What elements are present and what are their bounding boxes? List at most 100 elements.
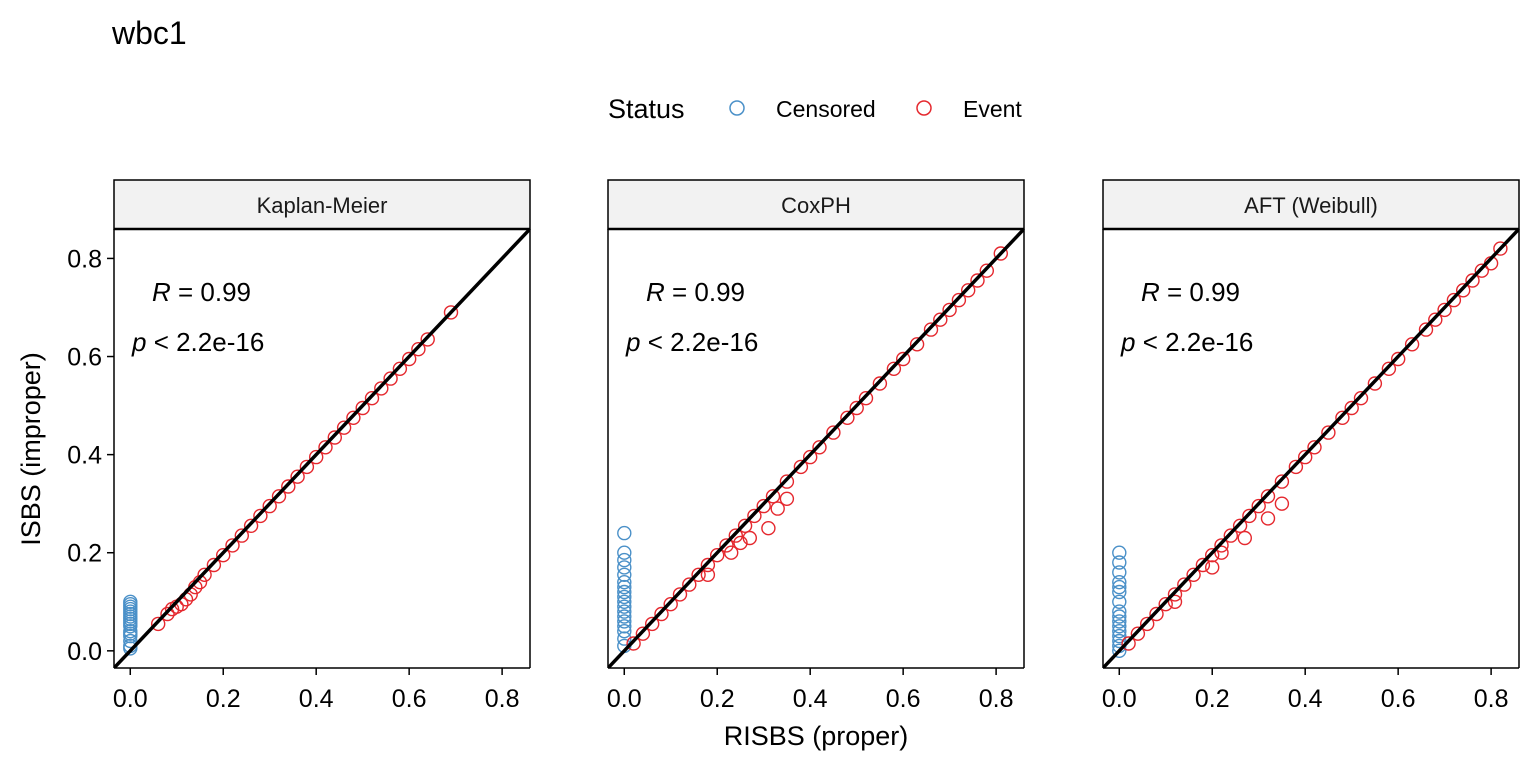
p-value-label: p < 2.2e-16 [131,327,264,357]
point-event [719,538,734,553]
point-event [840,410,855,425]
point-event [1260,489,1276,504]
r-value: = 0.99 [1160,277,1240,307]
correlation-label: R = 0.99 [1141,277,1240,307]
point-event [756,498,771,514]
legend-title: Status [608,94,685,124]
point-event [724,545,739,560]
point-event [1242,508,1257,524]
point-event [346,410,361,425]
point-censored [617,631,632,646]
r-symbol: R [646,277,665,307]
point-event [1367,376,1383,391]
x-tick-label: 0.4 [793,685,828,713]
point-censored [617,560,632,575]
point-event [1307,440,1322,455]
point-censored [1112,579,1127,595]
point-event [654,606,669,622]
point-event [923,322,939,337]
point-event [793,459,809,475]
point-censored [1112,609,1127,624]
point-event [392,361,408,376]
point-censored [123,594,138,609]
point-event [1251,498,1266,514]
point-event [1437,302,1452,318]
point-event [299,459,315,475]
facet-strip [607,179,1025,230]
point-event [1167,594,1183,609]
point-event [1465,273,1480,288]
legend-label-event: Event [963,96,1022,122]
point-event [1474,263,1490,278]
r-symbol: R [1141,277,1160,307]
x-axis-label: RISBS (proper) [724,721,909,751]
point-censored [617,552,632,568]
point-event [710,548,725,563]
chart-title: wbc1 [111,15,187,51]
point-event [826,425,841,440]
point-event [1274,496,1290,511]
point-censored [617,567,632,582]
legend-key-censored [729,100,745,116]
point-event [1381,361,1397,376]
facet-strip [1102,179,1520,230]
point-event [355,400,370,416]
point-event [1232,518,1248,533]
point-event [1335,410,1350,425]
x-tick-label: 0.6 [392,685,427,713]
x-tick-label: 0.8 [485,685,520,713]
point-censored [1112,594,1127,609]
point-censored [123,624,138,639]
point-event [747,508,762,524]
r-value: = 0.99 [171,277,251,307]
p-symbol: p [625,327,640,357]
facet-strip-label: Kaplan-Meier [257,193,388,218]
point-event [682,577,697,592]
point-event [281,479,296,494]
point-censored [1112,619,1127,634]
x-tick-label: 0.2 [206,685,241,713]
point-censored [1112,614,1127,629]
y-axis-label: ISBS (improper) [16,352,46,546]
point-event [215,548,231,563]
point-censored [617,594,632,609]
point-event [1223,528,1239,543]
point-event [672,587,688,602]
facet-strip-label: CoxPH [781,193,851,218]
series-event [1121,241,1508,651]
plot-area [1103,229,1519,668]
point-censored [617,604,632,619]
legend-key-event [916,100,932,116]
point-event [150,616,166,632]
point-event [1237,530,1253,546]
point-event [761,521,776,536]
point-censored [617,584,632,600]
panels: Kaplan-Meier 0.0 0.2 0.4 0.6 0.8 0.0 0.2 0.4 0.6 0… [67,179,1520,713]
point-event [225,538,240,553]
point-censored [1112,633,1127,649]
point-event [1455,283,1471,298]
point-event [942,302,957,318]
point-event [1344,400,1359,416]
point-event [742,530,757,546]
point-event [626,636,641,651]
point-censored [1112,584,1127,600]
point-event [1274,474,1290,489]
point-event [1214,545,1229,560]
point-event [383,371,398,386]
point-event [691,567,706,582]
point-event [779,474,795,489]
series-censored [617,525,632,654]
point-event [1186,567,1201,582]
point-censored [123,633,138,649]
point-event [420,332,435,347]
point-event [896,351,911,367]
y-tick-label: 0.2 [67,540,102,568]
point-event [290,469,305,484]
point-event [197,567,212,582]
point-event [765,489,781,504]
reference-line [1103,229,1519,668]
point-event [886,361,902,376]
p-value: < 2.2e-16 [146,327,264,357]
